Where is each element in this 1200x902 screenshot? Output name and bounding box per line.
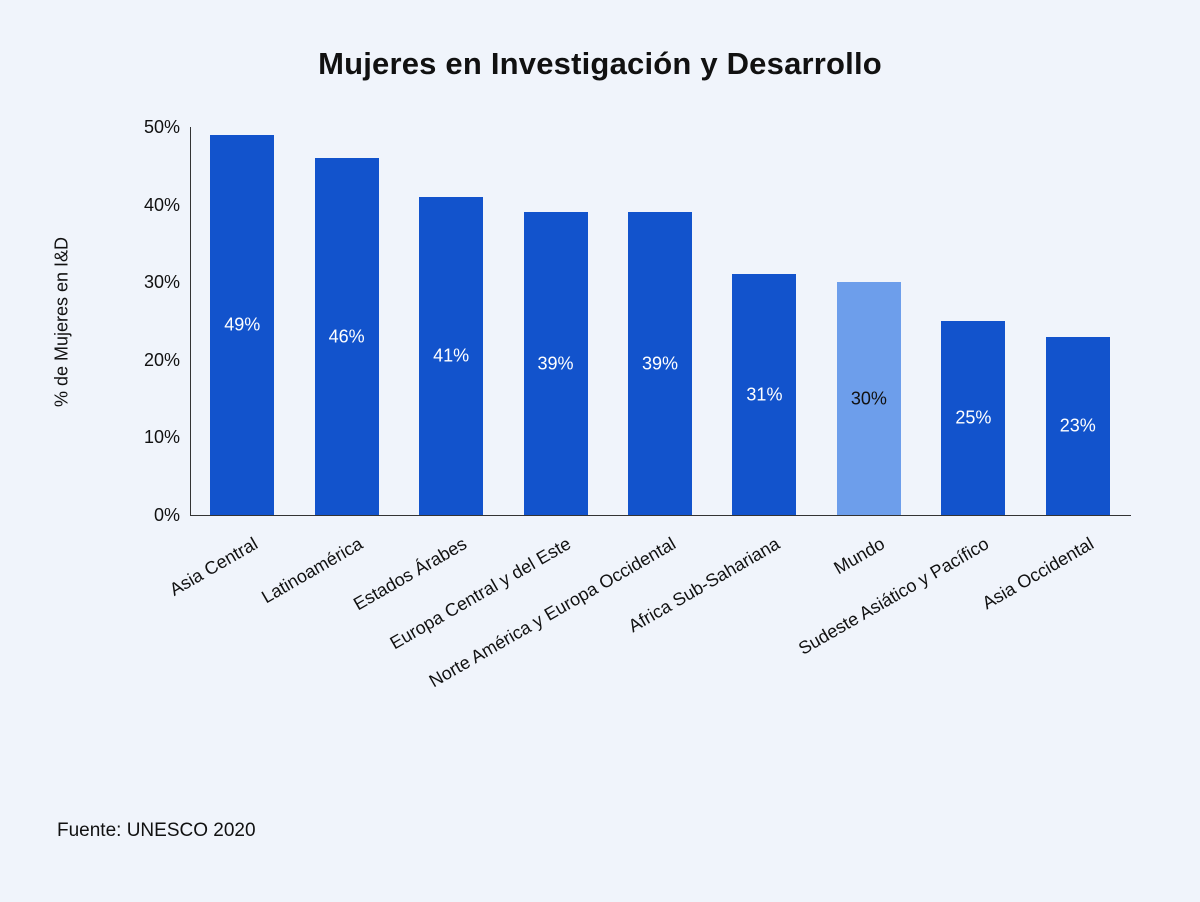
- bar-value-label: 49%: [224, 314, 261, 335]
- x-axis-label: Europa Central y del Este: [386, 533, 575, 654]
- bar-6: 30%: [836, 282, 901, 515]
- bar-value-label: 25%: [955, 407, 992, 428]
- x-axis-label: Mundo: [830, 533, 888, 579]
- bar-2: 41%: [419, 196, 484, 515]
- y-tick-label: 50%: [143, 117, 180, 137]
- y-tick-label: 40%: [143, 194, 180, 215]
- x-axis-label: Asia Occidental: [978, 533, 1097, 614]
- bar-5: 31%: [732, 274, 797, 515]
- y-axis-title: % de Mujeres en I&D: [51, 236, 72, 408]
- x-axis-label: Sudeste Asiático y Pacífico: [795, 533, 993, 659]
- bar-value-label: 39%: [537, 353, 574, 374]
- bar-0: 49%: [210, 134, 275, 515]
- bar-value-label: 30%: [850, 388, 887, 409]
- bar-value-label: 41%: [433, 345, 470, 366]
- bar-4: 39%: [628, 212, 692, 515]
- bar-1: 46%: [314, 158, 379, 515]
- chart-title: Mujeres en Investigación y Desarrollo: [318, 46, 882, 81]
- bar-value-label: 23%: [1059, 415, 1096, 436]
- bar-value-label: 46%: [328, 326, 365, 346]
- y-tick-label: 0%: [153, 505, 180, 525]
- plot-area: [190, 127, 1131, 516]
- y-tick-label: 20%: [143, 349, 180, 370]
- bar-7: 25%: [941, 321, 1006, 515]
- bar-8: 23%: [1045, 336, 1110, 515]
- bar-value-label: 39%: [641, 353, 679, 374]
- y-tick-label: 10%: [143, 427, 180, 448]
- x-axis-label: Asia Central: [166, 533, 262, 600]
- source-note: Fuente: UNESCO 2020: [57, 820, 256, 841]
- y-tick-label: 30%: [143, 272, 180, 293]
- bar-3: 39%: [523, 212, 588, 515]
- bar-value-label: 31%: [746, 384, 783, 405]
